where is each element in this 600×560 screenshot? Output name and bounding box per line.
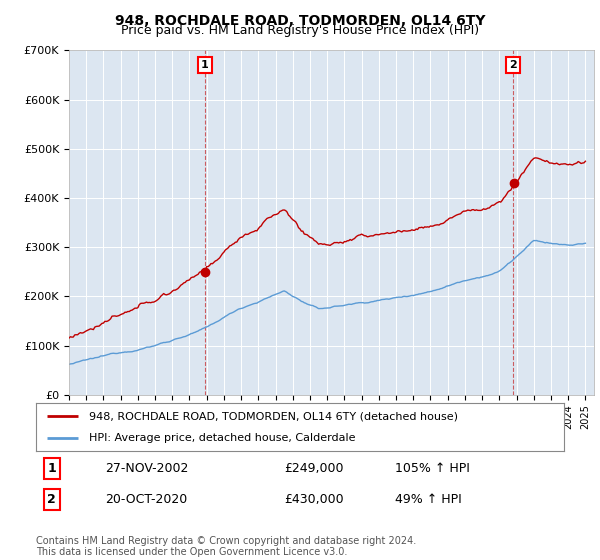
Text: 2: 2 [509, 60, 517, 70]
Text: 20-OCT-2020: 20-OCT-2020 [104, 493, 187, 506]
Text: 2: 2 [47, 493, 56, 506]
Text: £249,000: £249,000 [284, 462, 344, 475]
Text: £430,000: £430,000 [284, 493, 344, 506]
Text: 27-NOV-2002: 27-NOV-2002 [104, 462, 188, 475]
Text: 49% ↑ HPI: 49% ↑ HPI [395, 493, 462, 506]
Text: 948, ROCHDALE ROAD, TODMORDEN, OL14 6TY: 948, ROCHDALE ROAD, TODMORDEN, OL14 6TY [115, 14, 485, 28]
Text: Price paid vs. HM Land Registry's House Price Index (HPI): Price paid vs. HM Land Registry's House … [121, 24, 479, 37]
Text: 948, ROCHDALE ROAD, TODMORDEN, OL14 6TY (detached house): 948, ROCHDALE ROAD, TODMORDEN, OL14 6TY … [89, 411, 458, 421]
Text: HPI: Average price, detached house, Calderdale: HPI: Average price, detached house, Cald… [89, 433, 355, 443]
Text: Contains HM Land Registry data © Crown copyright and database right 2024.
This d: Contains HM Land Registry data © Crown c… [36, 535, 416, 557]
Text: 1: 1 [47, 462, 56, 475]
Text: 1: 1 [201, 60, 209, 70]
Text: 105% ↑ HPI: 105% ↑ HPI [395, 462, 470, 475]
